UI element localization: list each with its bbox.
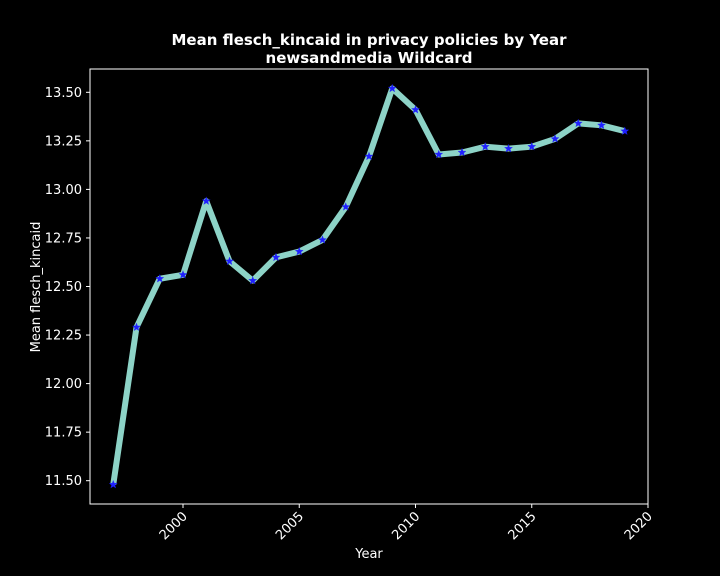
y-axis-label: Mean flesch_kincaid	[29, 222, 44, 353]
data-point-marker	[387, 83, 397, 93]
chart-subtitle: newsandmedia Wildcard	[266, 49, 473, 67]
chart-title: Mean flesch_kincaid in privacy policies …	[171, 31, 567, 49]
data-point-marker	[550, 134, 560, 143]
y-tick-label: 12.50	[45, 280, 82, 295]
data-point-marker	[527, 142, 537, 151]
data-point-marker	[341, 202, 351, 211]
data-point-marker	[411, 105, 420, 114]
series-markers	[108, 83, 630, 489]
data-point-marker	[178, 270, 188, 279]
x-axis-label: Year	[354, 547, 383, 562]
data-point-marker	[597, 120, 606, 130]
y-tick-label: 12.75	[45, 231, 82, 246]
y-tick-label: 13.25	[45, 134, 82, 149]
y-tick-label: 12.25	[45, 329, 82, 344]
data-point-marker	[271, 252, 281, 262]
y-axis: 11.50 11.75 12.00 12.25 12.50 12.75 13.00 13.25…	[45, 86, 90, 489]
y-tick-label: 13.00	[45, 183, 82, 198]
data-point-marker	[201, 196, 211, 205]
data-point-marker	[434, 149, 444, 159]
data-point-marker	[364, 151, 374, 161]
data-point-marker	[457, 147, 467, 157]
y-tick-label: 13.50	[45, 86, 82, 101]
data-point-marker	[480, 142, 490, 151]
data-point-marker	[155, 274, 165, 283]
data-point-marker	[294, 246, 304, 256]
data-point-marker	[132, 322, 141, 332]
data-point-marker	[318, 235, 327, 244]
data-point-marker	[620, 126, 630, 135]
data-point-marker	[225, 256, 234, 265]
y-tick-label: 11.75	[45, 426, 82, 441]
data-point-marker	[573, 118, 583, 128]
y-tick-label: 12.00	[45, 377, 82, 392]
y-tick-label: 11.50	[45, 474, 82, 489]
data-point-marker	[248, 276, 258, 285]
data-point-marker	[108, 479, 118, 489]
data-point-marker	[504, 143, 513, 153]
